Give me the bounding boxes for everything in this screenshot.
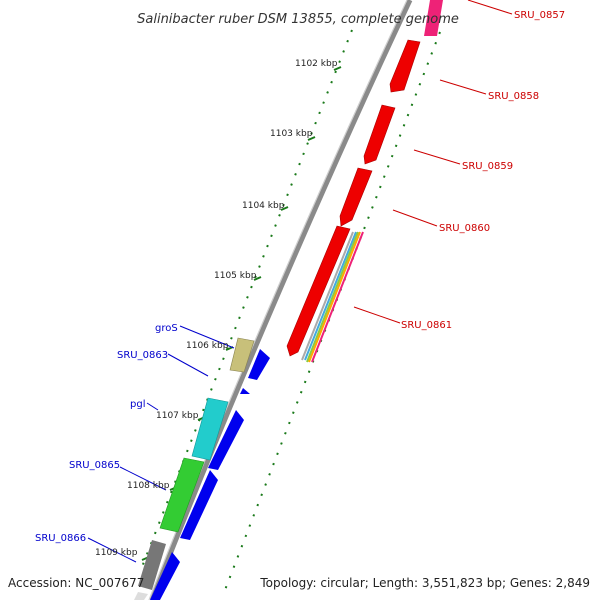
gene-label-gros[interactable]: groS xyxy=(155,323,178,334)
gene-gros-arrow[interactable] xyxy=(248,349,270,380)
gene-pgl-box[interactable] xyxy=(191,397,229,461)
gray-fragment xyxy=(134,592,148,600)
domain-stripes xyxy=(301,231,364,363)
tick-mark xyxy=(280,206,289,211)
reverse-genes xyxy=(134,337,270,600)
forward-gene-labels: SRU_0857 SRU_0858 SRU_0859 SRU_0860 SRU_… xyxy=(401,10,565,331)
kbp-label: 1106 kbp xyxy=(186,341,229,351)
tick-mark xyxy=(333,66,342,71)
kbp-labels: 1102 kbp 1103 kbp 1104 kbp 1105 kbp 1106… xyxy=(95,59,338,558)
gene-sru-0865-box[interactable] xyxy=(159,457,205,533)
kbp-label: 1108 kbp xyxy=(127,481,170,491)
gene-label-sru-0865[interactable]: SRU_0865 xyxy=(69,460,120,471)
gene-gros-box[interactable] xyxy=(229,337,255,373)
gene-label-sru-0859[interactable]: SRU_0859 xyxy=(462,161,513,172)
gene-label-sru-0866[interactable]: SRU_0866 xyxy=(35,533,86,544)
gene-label-pgl[interactable]: pgl xyxy=(130,399,145,410)
accession-text: Accession: NC_007677 xyxy=(8,576,144,590)
gene-label-sru-0860[interactable]: SRU_0860 xyxy=(439,223,490,234)
kbp-label: 1107 kbp xyxy=(156,411,199,421)
gene-sru-0863-arrow[interactable] xyxy=(240,388,250,394)
genome-summary-text: Topology: circular; Length: 3,551,823 bp… xyxy=(259,576,590,590)
gene-sru-0861-arrow[interactable] xyxy=(286,225,351,357)
gene-label-sru-0857[interactable]: SRU_0857 xyxy=(514,10,565,21)
gene-sru-0857-arrow[interactable] xyxy=(424,0,443,36)
tick-mark xyxy=(307,136,316,141)
gene-sru-0860-arrow[interactable] xyxy=(339,167,373,227)
genome-title: Salinibacter ruber DSM 13855, complete g… xyxy=(137,12,459,27)
kbp-label: 1102 kbp xyxy=(295,59,338,69)
kbp-label: 1104 kbp xyxy=(242,201,285,211)
inner-dotted-ring xyxy=(139,29,353,573)
kbp-label: 1105 kbp xyxy=(214,271,257,281)
reverse-gene-labels: groS SRU_0863 pgl SRU_0865 SRU_0866 xyxy=(35,323,178,544)
gene-label-sru-0863[interactable]: SRU_0863 xyxy=(117,350,168,361)
gene-label-sru-0861[interactable]: SRU_0861 xyxy=(401,320,452,331)
kbp-label: 1103 kbp xyxy=(270,129,313,139)
tick-mark xyxy=(253,276,262,281)
kbp-label: 1109 kbp xyxy=(95,548,138,558)
gene-sru-0865-arrow[interactable] xyxy=(180,470,218,540)
forward-callouts xyxy=(353,0,513,324)
gene-sru-0866-box[interactable] xyxy=(138,540,166,590)
reverse-callouts xyxy=(87,325,235,563)
gene-sru-0866-arrow[interactable] xyxy=(150,552,180,600)
gene-sru-0859-arrow[interactable] xyxy=(363,104,396,165)
genome-backbone xyxy=(149,0,413,600)
gene-pgl-arrow[interactable] xyxy=(208,410,244,470)
forward-genes xyxy=(286,0,443,357)
gene-sru-0858-arrow[interactable] xyxy=(389,39,421,93)
gene-label-sru-0858[interactable]: SRU_0858 xyxy=(488,91,539,102)
